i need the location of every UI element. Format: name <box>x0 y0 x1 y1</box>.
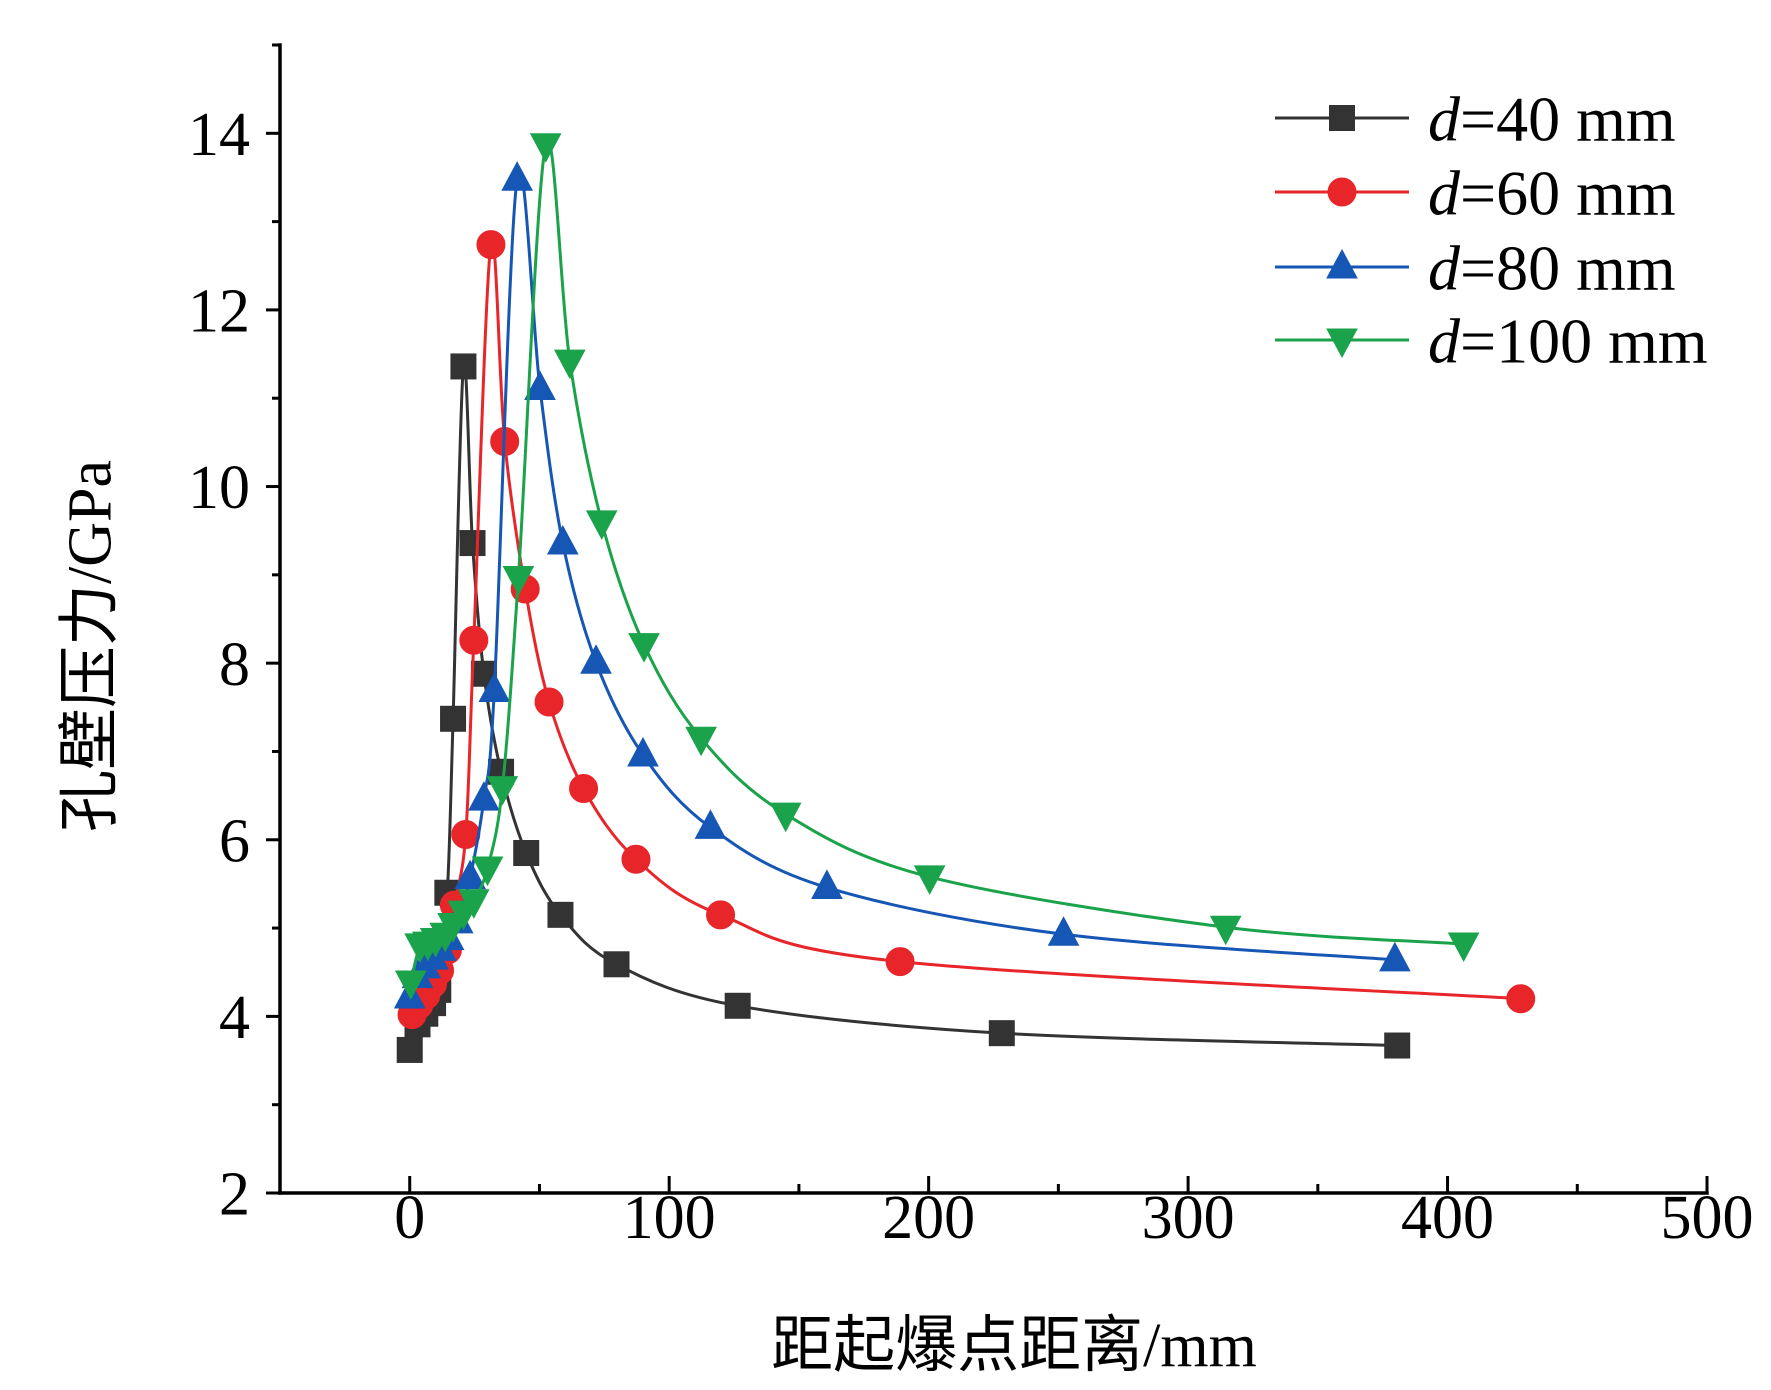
series-3-line <box>408 169 1397 999</box>
series-2-point <box>534 687 564 717</box>
series-4 <box>394 133 1480 1001</box>
series-3-point <box>524 370 556 401</box>
series-4-point <box>553 349 586 380</box>
y-tick-label: 14 <box>188 101 250 169</box>
x-axis-title: 距起爆点距离/mm <box>771 1312 1257 1380</box>
series-1-point <box>459 530 486 557</box>
series-4-point <box>1447 932 1480 963</box>
series-4-point <box>628 633 660 663</box>
series-1-point <box>513 840 540 867</box>
series-1-point <box>396 1036 423 1063</box>
legend-item: d=80 mm <box>1275 232 1676 303</box>
series-3-point <box>501 161 533 191</box>
series-1-point <box>440 705 467 732</box>
series-2-point <box>621 844 651 874</box>
legend-item: d=60 mm <box>1275 157 1676 228</box>
series-1-point <box>603 951 630 978</box>
y-tick-label: 4 <box>219 984 250 1052</box>
series-3-point <box>580 644 612 674</box>
series-1-point <box>547 901 574 928</box>
y-tick-label: 8 <box>219 631 250 699</box>
series-4-point <box>769 802 802 833</box>
series-layer <box>393 133 1536 1063</box>
series-3-point <box>627 736 659 767</box>
series-4-point <box>471 856 504 887</box>
series-2-point <box>459 625 489 655</box>
legend-label: d=60 mm <box>1428 157 1676 228</box>
series-4-point <box>457 889 490 919</box>
y-tick-label: 10 <box>188 454 250 522</box>
x-tick-label: 400 <box>1401 1184 1494 1252</box>
axes: 0 100 200 300 400 500 2 4 6 8 10 12 14 <box>188 43 1754 1252</box>
series-2-point <box>569 774 599 804</box>
series-3-point <box>454 859 487 890</box>
series-4-point <box>486 776 519 806</box>
series-2-point <box>476 230 506 260</box>
series-2-point <box>1506 984 1536 1014</box>
legend-marker <box>1326 328 1358 359</box>
y-tick-label: 2 <box>219 1161 250 1229</box>
x-tick-label: 100 <box>623 1184 716 1252</box>
legend-label: d=80 mm <box>1428 232 1676 303</box>
series-1-point <box>450 353 477 380</box>
series-3 <box>393 161 1411 1009</box>
x-tick-label: 500 <box>1661 1184 1754 1252</box>
series-4-point <box>1209 915 1242 946</box>
legend-marker <box>1327 177 1357 207</box>
series-4-point <box>913 865 946 895</box>
series-4-point <box>394 970 427 1001</box>
series-3-point <box>1047 916 1080 946</box>
legend-item: d=100 mm <box>1275 305 1708 376</box>
y-tick-label: 6 <box>219 807 250 875</box>
legend-label: d=100 mm <box>1428 305 1708 376</box>
x-tick-label: 0 <box>394 1184 425 1252</box>
series-1-point <box>988 1020 1015 1047</box>
series-3-point <box>478 672 511 703</box>
legend-marker <box>1329 105 1355 131</box>
y-tick-label: 12 <box>188 278 250 346</box>
series-3-point <box>546 524 579 555</box>
series-3-point <box>811 869 843 899</box>
legend: d=40 mmd=60 mmd=80 mmd=100 mm <box>1275 83 1708 376</box>
series-4-point <box>529 133 562 163</box>
series-3-point <box>694 809 727 839</box>
series-2-point <box>885 947 915 977</box>
series-4-point <box>685 726 717 757</box>
series-1-point <box>724 992 751 1019</box>
series-4-point <box>502 565 535 596</box>
series-4-point <box>585 510 618 540</box>
series-2-point <box>706 900 736 930</box>
legend-label: d=40 mm <box>1428 83 1676 154</box>
series-3-point <box>1379 941 1411 972</box>
series-1-point <box>1384 1032 1411 1059</box>
legend-marker <box>1326 248 1358 279</box>
legend-item: d=40 mm <box>1275 83 1676 154</box>
series-3-point <box>468 781 500 811</box>
x-tick-label: 300 <box>1142 1184 1235 1252</box>
y-axis-title: 孔壁压力/GPa <box>57 460 125 832</box>
x-tick-label: 200 <box>882 1184 975 1252</box>
